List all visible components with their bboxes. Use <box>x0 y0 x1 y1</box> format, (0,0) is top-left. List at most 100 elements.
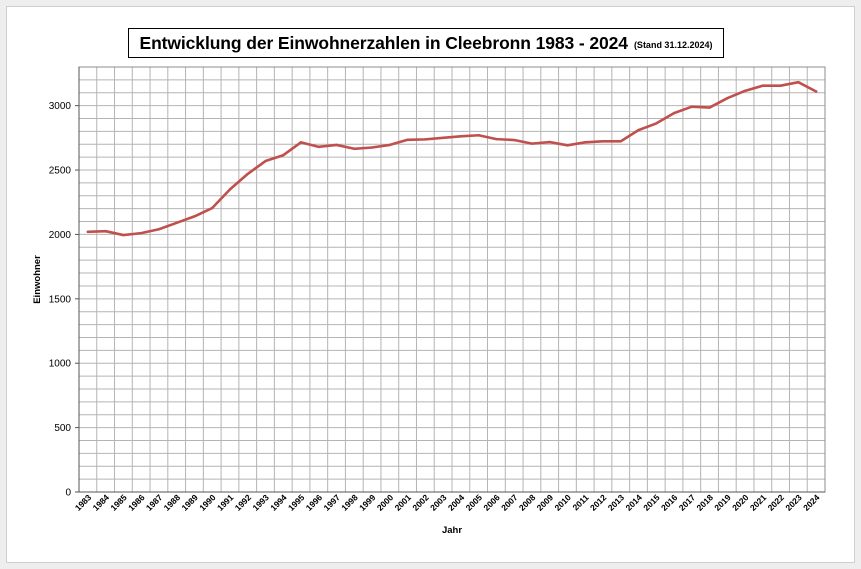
data-point <box>548 140 551 144</box>
chart-title-box: Entwicklung der Einwohnerzahlen in Cleeb… <box>128 28 724 58</box>
x-tick-label: 2015 <box>641 492 662 513</box>
data-point <box>495 137 498 141</box>
x-tick-group: 1984 <box>91 492 112 513</box>
x-tick-label: 1992 <box>233 492 254 513</box>
data-series <box>86 80 818 237</box>
data-point <box>743 89 747 93</box>
data-point <box>672 111 676 115</box>
x-tick-group: 1991 <box>215 492 236 513</box>
x-tick-group: 2016 <box>659 492 680 513</box>
x-axis-label: Jahr <box>442 525 462 536</box>
data-point <box>601 140 605 143</box>
x-tick-label: 1986 <box>126 492 147 513</box>
x-tick-group: 2000 <box>375 492 396 513</box>
x-tick-group: 2018 <box>695 492 716 513</box>
x-tick-label: 1993 <box>250 492 271 513</box>
x-tick-label: 1999 <box>357 492 378 513</box>
x-tick-label: 2008 <box>517 492 538 513</box>
data-point <box>708 106 711 109</box>
chart-subtitle: (Stand 31.12.2024) <box>633 40 713 50</box>
data-point <box>211 206 214 210</box>
x-tick-label: 2004 <box>446 492 467 513</box>
x-tick-label: 2021 <box>748 492 769 513</box>
data-point <box>814 90 818 93</box>
x-tick-group: 2005 <box>464 492 485 513</box>
x-tick-group: 2011 <box>571 492 591 512</box>
x-tick-group: 2012 <box>588 492 609 513</box>
x-tick-group: 2006 <box>481 492 502 513</box>
data-point <box>246 172 249 176</box>
data-point <box>228 188 232 191</box>
x-tick-label: 2005 <box>464 492 485 513</box>
x-tick-group: 2002 <box>410 492 431 513</box>
x-tick-label: 2009 <box>535 492 556 513</box>
x-tick-label: 1988 <box>162 492 183 513</box>
x-tick-group: 2001 <box>393 492 414 513</box>
x-tick-label: 1994 <box>268 492 289 513</box>
x-tick-label: 1995 <box>286 492 307 513</box>
chart-card <box>6 6 855 563</box>
x-tick-group: 2022 <box>766 492 787 513</box>
x-tick-label: 2014 <box>623 492 644 513</box>
data-point <box>104 230 107 233</box>
x-tick-label: 1984 <box>91 492 112 513</box>
x-tick-label: 2006 <box>481 492 502 513</box>
x-tick-group: 1986 <box>126 492 147 513</box>
grid-lines <box>78 66 826 493</box>
data-point <box>175 221 178 225</box>
data-point <box>299 141 303 144</box>
x-tick-group: 2003 <box>428 492 449 513</box>
data-point <box>797 80 800 84</box>
x-tick-group: 1993 <box>250 492 271 513</box>
x-tick-label: 2002 <box>410 492 431 513</box>
x-tick-group: 2009 <box>535 492 556 513</box>
data-point <box>353 147 356 150</box>
x-tick-label: 2018 <box>695 492 716 513</box>
data-point <box>406 138 409 141</box>
x-tick-group: 1983 <box>73 492 94 513</box>
x-tick-group: 2013 <box>606 492 627 513</box>
x-tick-label: 2000 <box>375 492 396 513</box>
x-tick-group: 1997 <box>322 492 343 513</box>
x-tick-group: 2015 <box>641 492 662 513</box>
x-tick-label: 2010 <box>552 492 573 513</box>
data-point <box>157 228 161 231</box>
data-point <box>566 144 569 147</box>
data-point <box>424 138 427 141</box>
data-point <box>530 142 534 145</box>
x-tick-label: 2017 <box>677 492 698 513</box>
x-tick-group: 2008 <box>517 492 538 513</box>
x-tick-label: 2016 <box>659 492 680 513</box>
data-point <box>139 231 143 235</box>
x-tick-group: 1990 <box>197 492 218 513</box>
x-tick-group: 2019 <box>712 492 733 513</box>
x-tick-label: 2012 <box>588 492 609 513</box>
data-point <box>637 128 640 132</box>
x-tick-group: 2010 <box>552 492 573 513</box>
x-tick-label: 2013 <box>606 492 627 513</box>
x-tick-label: 2007 <box>499 492 520 513</box>
data-point <box>193 215 196 218</box>
chart-title: Entwicklung der Einwohnerzahlen in Cleeb… <box>139 32 629 53</box>
x-tick-label: 2001 <box>393 492 414 513</box>
data-point <box>264 159 267 163</box>
data-point <box>655 122 658 125</box>
data-point <box>335 143 338 147</box>
data-point <box>584 141 587 144</box>
y-tick-label: 3000 <box>49 101 72 112</box>
x-tick-label: 1990 <box>197 492 218 513</box>
y-tick-label: 1000 <box>49 359 72 370</box>
x-tick-label: 2024 <box>801 492 822 513</box>
data-point <box>726 96 729 100</box>
y-axis-label: Einwohner <box>32 255 43 304</box>
x-tick-group: 1999 <box>357 492 378 513</box>
x-tick-group: 2024 <box>801 492 822 513</box>
x-tick-label: 1996 <box>304 492 325 513</box>
x-tick-group: 1987 <box>144 492 165 513</box>
data-point <box>86 230 90 234</box>
data-point <box>512 138 516 142</box>
data-point <box>441 136 445 140</box>
data-point <box>619 140 622 143</box>
x-tick-group: 1992 <box>233 492 254 513</box>
x-tick-group: 1996 <box>304 492 325 513</box>
